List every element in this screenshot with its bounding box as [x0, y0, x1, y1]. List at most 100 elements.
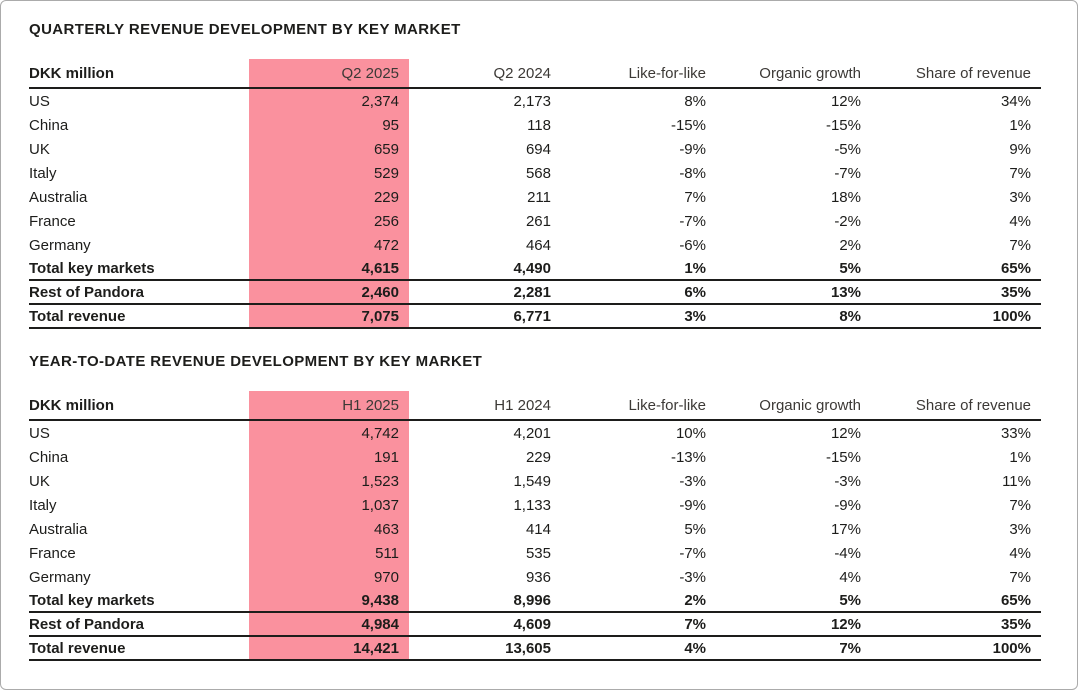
- row-label: Australia: [29, 520, 88, 538]
- value-cell: 211: [527, 188, 551, 206]
- value-cell: 229: [249, 185, 409, 209]
- column-header: Share of revenue: [871, 391, 1041, 421]
- value-cell: 1,523: [249, 469, 409, 493]
- value-cell: 1%: [561, 257, 716, 281]
- value-cell: 65%: [871, 257, 1041, 281]
- row-label: Rest of Pandora: [29, 612, 249, 637]
- value-cell: 464: [525, 236, 551, 254]
- value-cell: -15%: [825, 116, 861, 134]
- section-title-quarterly: QUARTERLY REVENUE DEVELOPMENT BY KEY MAR…: [29, 21, 461, 38]
- value-cell: 1,133: [513, 496, 551, 514]
- table-row: Italy 1,037 1,133 -9% -9% 7%: [29, 493, 1041, 517]
- value-cell: -9%: [834, 496, 861, 514]
- table-row: US 4,742 4,201 10% 12% 33%: [29, 420, 1041, 445]
- row-label: UK: [29, 472, 50, 490]
- value-cell: 3%: [561, 304, 716, 329]
- table-row: China 95 118 -15% -15% 1%: [29, 113, 1041, 137]
- value-cell: 535: [525, 544, 551, 562]
- value-cell: 1%: [1009, 448, 1031, 466]
- row-label: Total revenue: [29, 636, 249, 661]
- value-cell: 8,996: [409, 589, 561, 613]
- table-row: Germany 970 936 -3% 4% 7%: [29, 565, 1041, 589]
- value-cell: 5%: [716, 257, 871, 281]
- value-cell: 191: [249, 445, 409, 469]
- value-cell: 4%: [839, 568, 861, 586]
- table-row: France 256 261 -7% -2% 4%: [29, 209, 1041, 233]
- value-cell: 1%: [1009, 116, 1031, 134]
- row-label: Rest of Pandora: [29, 280, 249, 305]
- value-cell: 4,201: [513, 424, 551, 442]
- row-label: US: [29, 92, 50, 110]
- value-cell: 35%: [871, 280, 1041, 305]
- value-cell: 7%: [1009, 568, 1031, 586]
- value-cell: 11%: [1002, 472, 1031, 490]
- table-row: US 2,374 2,173 8% 12% 34%: [29, 88, 1041, 113]
- value-cell: 14,421: [249, 636, 409, 661]
- value-cell: -2%: [834, 212, 861, 230]
- table-row: Total key markets 9,438 8,996 2% 5% 65%: [29, 589, 1041, 613]
- value-cell: -3%: [834, 472, 861, 490]
- value-cell: 229: [525, 448, 551, 466]
- value-cell: 4,615: [249, 257, 409, 281]
- value-cell: 9,438: [249, 589, 409, 613]
- row-label: Germany: [29, 236, 91, 254]
- column-header: Like-for-like: [561, 391, 716, 421]
- report-page: QUARTERLY REVENUE DEVELOPMENT BY KEY MAR…: [1, 1, 1077, 661]
- value-cell: 256: [249, 209, 409, 233]
- value-cell: 970: [249, 565, 409, 589]
- value-cell: 4,984: [249, 612, 409, 637]
- value-cell: 100%: [871, 304, 1041, 329]
- value-cell: -7%: [834, 164, 861, 182]
- value-cell: 694: [525, 140, 551, 158]
- table-row: Italy 529 568 -8% -7% 7%: [29, 161, 1041, 185]
- table-row: Rest of Pandora 2,460 2,281 6% 13% 35%: [29, 280, 1041, 305]
- ytd-revenue-section: YEAR-TO-DATE REVENUE DEVELOPMENT BY KEY …: [29, 353, 1041, 661]
- row-label: France: [29, 212, 76, 230]
- unit-label: DKK million: [29, 59, 249, 89]
- value-cell: 4,609: [409, 612, 561, 637]
- value-cell: 2%: [561, 589, 716, 613]
- value-cell: 414: [525, 520, 551, 538]
- value-cell: 7%: [1009, 496, 1031, 514]
- ytd-revenue-table: DKK million H1 2025 H1 2024 Like-for-like Or…: [29, 391, 1041, 661]
- value-cell: 659: [249, 137, 409, 161]
- value-cell: 7,075: [249, 304, 409, 329]
- value-cell: 17%: [830, 520, 861, 538]
- value-cell: -15%: [825, 448, 861, 466]
- value-cell: -6%: [679, 236, 706, 254]
- value-cell: 10%: [675, 424, 706, 442]
- table-row: Germany 472 464 -6% 2% 7%: [29, 233, 1041, 257]
- value-cell: 12%: [830, 424, 861, 442]
- table-row: Total key markets 4,615 4,490 1% 5% 65%: [29, 257, 1041, 281]
- value-cell: 472: [249, 233, 409, 257]
- value-cell: 5%: [716, 589, 871, 613]
- value-cell: 9%: [1009, 140, 1031, 158]
- row-label: Italy: [29, 164, 57, 182]
- row-label: Italy: [29, 496, 57, 514]
- value-cell: 7%: [684, 188, 706, 206]
- value-cell: 4%: [1009, 212, 1031, 230]
- table-row: UK 659 694 -9% -5% 9%: [29, 137, 1041, 161]
- value-cell: 2,460: [249, 280, 409, 305]
- value-cell: 4,742: [249, 420, 409, 445]
- value-cell: 33%: [1000, 424, 1031, 442]
- value-cell: -13%: [670, 448, 706, 466]
- table-row: Australia 229 211 7% 18% 3%: [29, 185, 1041, 209]
- value-cell: -7%: [679, 544, 706, 562]
- value-cell: 65%: [871, 589, 1041, 613]
- header-row: DKK million H1 2025 H1 2024 Like-for-like Or…: [29, 391, 1041, 421]
- value-cell: -8%: [679, 164, 706, 182]
- quarterly-revenue-table: DKK million Q2 2025 Q2 2024 Like-for-like Or…: [29, 59, 1041, 329]
- row-label: Australia: [29, 188, 88, 206]
- value-cell: 529: [249, 161, 409, 185]
- table-row: Australia 463 414 5% 17% 3%: [29, 517, 1041, 541]
- value-cell: 7%: [1009, 164, 1031, 182]
- value-cell: 35%: [871, 612, 1041, 637]
- row-label: China: [29, 448, 69, 466]
- column-header: Like-for-like: [561, 59, 716, 89]
- value-cell: 2,173: [513, 92, 551, 110]
- row-label: UK: [29, 140, 50, 158]
- section-title-ytd: YEAR-TO-DATE REVENUE DEVELOPMENT BY KEY …: [29, 353, 483, 370]
- value-cell: 2%: [839, 236, 861, 254]
